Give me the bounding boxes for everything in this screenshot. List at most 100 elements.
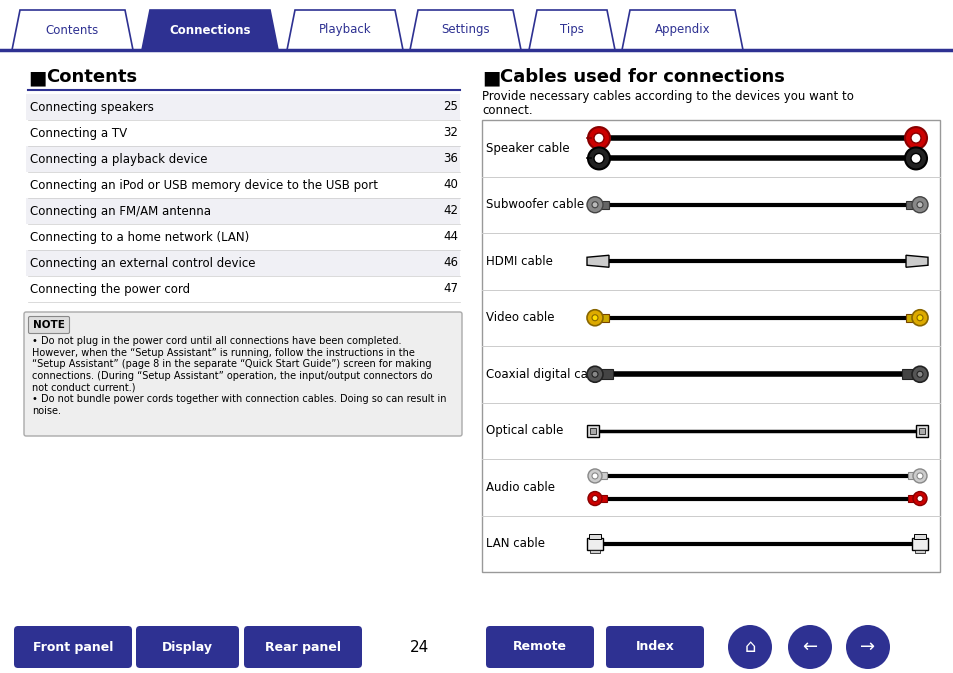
- Bar: [915, 425, 927, 437]
- Circle shape: [592, 202, 598, 208]
- Text: Coaxial digital cable: Coaxial digital cable: [485, 367, 605, 381]
- Text: 25: 25: [442, 100, 457, 114]
- Bar: [907, 472, 919, 479]
- FancyBboxPatch shape: [29, 316, 70, 334]
- Text: Audio cable: Audio cable: [485, 481, 555, 494]
- Circle shape: [727, 625, 771, 669]
- Bar: [26, 94, 459, 120]
- Circle shape: [586, 366, 602, 382]
- Circle shape: [594, 153, 603, 164]
- Polygon shape: [905, 255, 927, 267]
- Circle shape: [592, 371, 598, 378]
- Polygon shape: [142, 10, 277, 50]
- Text: Front panel: Front panel: [32, 641, 113, 653]
- Text: Connecting the power cord: Connecting the power cord: [30, 283, 190, 295]
- Circle shape: [916, 371, 923, 378]
- Text: Rear panel: Rear panel: [265, 641, 340, 653]
- Bar: [26, 198, 459, 224]
- FancyBboxPatch shape: [485, 626, 594, 668]
- Bar: [595, 472, 606, 479]
- Polygon shape: [410, 10, 520, 50]
- Circle shape: [911, 310, 927, 326]
- Text: 32: 32: [442, 127, 457, 139]
- Circle shape: [587, 491, 601, 505]
- Bar: [905, 201, 919, 209]
- Text: Remote: Remote: [513, 641, 566, 653]
- Text: 24: 24: [410, 639, 429, 655]
- Bar: [595, 495, 606, 502]
- Bar: [595, 314, 608, 322]
- Text: Connections: Connections: [169, 24, 251, 36]
- Text: ←: ←: [801, 638, 817, 656]
- Text: ■: ■: [28, 68, 47, 87]
- Circle shape: [586, 197, 602, 213]
- Bar: [901, 369, 919, 380]
- Bar: [595, 369, 613, 380]
- Text: Connecting an FM/AM antenna: Connecting an FM/AM antenna: [30, 205, 211, 217]
- Text: Appendix: Appendix: [654, 24, 710, 36]
- FancyBboxPatch shape: [24, 312, 461, 436]
- Text: 36: 36: [442, 153, 457, 166]
- FancyBboxPatch shape: [244, 626, 361, 668]
- Circle shape: [904, 147, 926, 170]
- Text: Connecting a playback device: Connecting a playback device: [30, 153, 208, 166]
- Circle shape: [912, 491, 926, 505]
- Circle shape: [787, 625, 831, 669]
- Text: Connecting to a home network (LAN): Connecting to a home network (LAN): [30, 230, 249, 244]
- Text: Settings: Settings: [440, 24, 489, 36]
- Bar: [26, 146, 459, 172]
- Text: Contents: Contents: [46, 68, 137, 86]
- Circle shape: [910, 153, 920, 164]
- Text: ■: ■: [481, 68, 500, 87]
- Circle shape: [592, 315, 598, 321]
- Bar: [595, 201, 608, 209]
- Circle shape: [587, 127, 609, 149]
- Bar: [589, 550, 599, 553]
- Text: Optical cable: Optical cable: [485, 424, 563, 437]
- Text: 47: 47: [442, 283, 457, 295]
- Circle shape: [592, 495, 598, 501]
- Bar: [914, 550, 924, 553]
- FancyBboxPatch shape: [14, 626, 132, 668]
- Text: LAN cable: LAN cable: [485, 537, 544, 551]
- Text: Connecting a TV: Connecting a TV: [30, 127, 127, 139]
- Circle shape: [587, 469, 601, 483]
- Text: 46: 46: [442, 256, 457, 269]
- Circle shape: [916, 315, 923, 321]
- Bar: [588, 534, 600, 539]
- Text: NOTE: NOTE: [33, 320, 65, 330]
- Text: Contents: Contents: [46, 24, 99, 36]
- Text: Connecting speakers: Connecting speakers: [30, 100, 153, 114]
- Circle shape: [587, 147, 609, 170]
- Text: Playback: Playback: [318, 24, 371, 36]
- Text: Display: Display: [162, 641, 213, 653]
- Text: ⌂: ⌂: [743, 638, 755, 656]
- Bar: [481, 120, 939, 572]
- Text: 44: 44: [442, 230, 457, 244]
- Circle shape: [916, 202, 923, 208]
- Bar: [589, 428, 596, 434]
- Circle shape: [592, 473, 598, 479]
- Circle shape: [586, 310, 602, 326]
- Text: Index: Index: [635, 641, 674, 653]
- Polygon shape: [12, 10, 132, 50]
- Polygon shape: [287, 10, 402, 50]
- Text: Video cable: Video cable: [485, 311, 554, 324]
- Text: HDMI cable: HDMI cable: [485, 255, 553, 268]
- Circle shape: [911, 197, 927, 213]
- Bar: [918, 428, 924, 434]
- Text: 40: 40: [442, 178, 457, 192]
- Circle shape: [916, 495, 923, 501]
- Bar: [586, 538, 602, 550]
- Polygon shape: [586, 255, 608, 267]
- Polygon shape: [529, 10, 615, 50]
- Circle shape: [904, 127, 926, 149]
- Circle shape: [911, 366, 927, 382]
- Bar: [586, 425, 598, 437]
- Bar: [905, 314, 919, 322]
- Text: • Do not plug in the power cord until all connections have been completed.
Howev: • Do not plug in the power cord until al…: [32, 336, 432, 392]
- Bar: [913, 534, 925, 539]
- Text: 42: 42: [442, 205, 457, 217]
- Bar: [911, 538, 927, 550]
- Circle shape: [916, 473, 923, 479]
